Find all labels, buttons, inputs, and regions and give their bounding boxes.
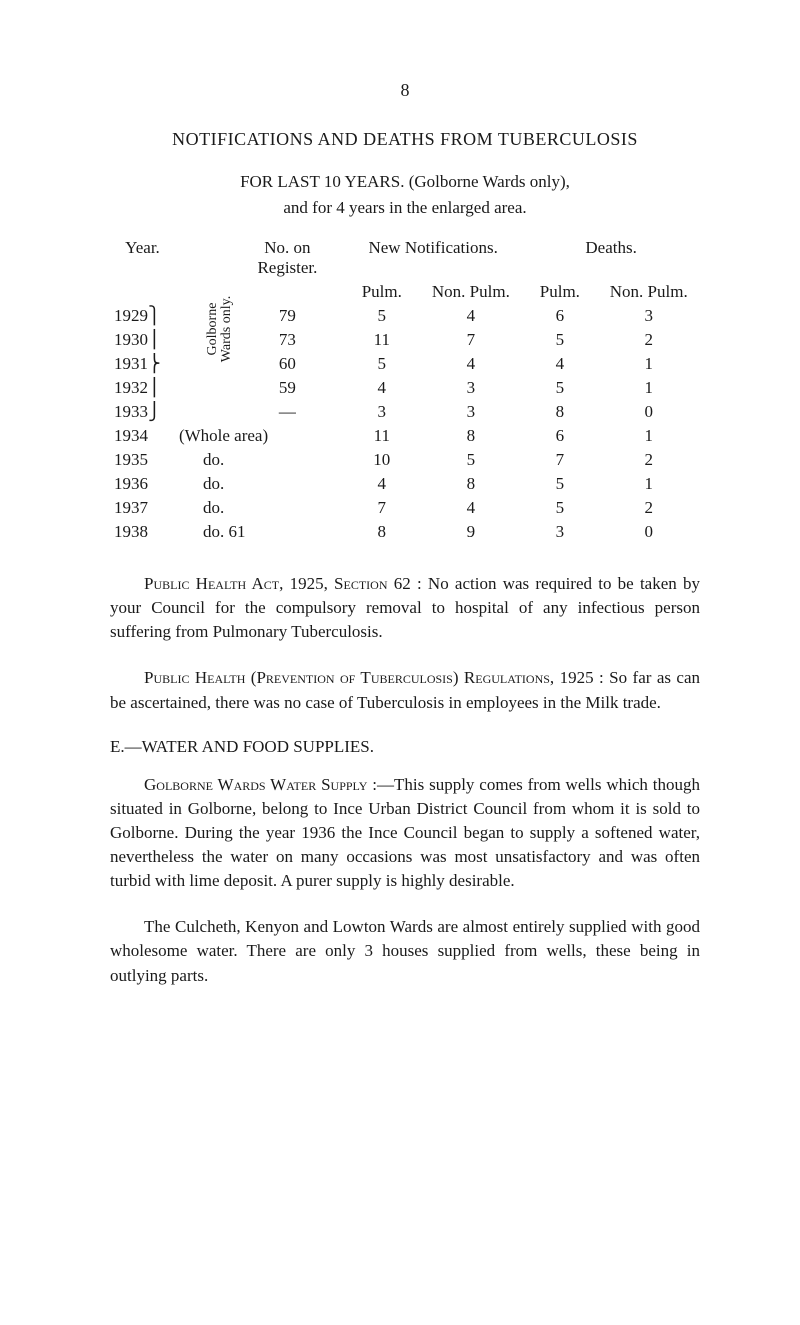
cell-reg: — [231,400,344,424]
cell-np1: 9 [419,520,522,544]
table-row: 1938 do. 61 8 9 3 0 [110,520,700,544]
cell-reg: 79 [231,304,344,328]
col-pulm-2: Pulm. [522,280,597,304]
cell-np2: 3 [597,304,700,328]
cell-year: 1936 [110,472,175,496]
side-label: GolborneWards only. [205,304,231,424]
cell-p1: 7 [344,496,419,520]
cell-p2: 4 [522,352,597,376]
cell-np2: 1 [597,352,700,376]
cell-p1: 5 [344,352,419,376]
cell-p2: 3 [522,520,597,544]
table-row: 1937 do. 7 4 5 2 [110,496,700,520]
col-register: No. on Register. [231,236,344,280]
tuberculosis-table: Year. No. on Register. New Notifications… [110,236,700,544]
cell-p2: 8 [522,400,597,424]
cell-p1: 4 [344,376,419,400]
cell-year: 1935 [110,448,175,472]
cell-reg: do. [175,472,344,496]
section-heading-e: E.—WATER AND FOOD SUPPLIES. [110,737,700,757]
cell-reg: 73 [231,328,344,352]
brace-icon [175,304,205,424]
cell-np2: 2 [597,496,700,520]
cell-reg: do. [175,448,344,472]
table-header-row-1: Year. No. on Register. New Notifications… [110,236,700,280]
cell-p2: 6 [522,424,597,448]
cell-np2: 2 [597,448,700,472]
cell-p1: 11 [344,328,419,352]
cell-year: 1934 [110,424,175,448]
para2-lead: Public Health (Prevention of Tuberculosi… [144,668,604,687]
cell-np1: 4 [419,352,522,376]
para3-lead: Golborne Wards Water Supply : [144,775,377,794]
cell-year: 1932⎪ [110,376,175,400]
cell-np1: 4 [419,304,522,328]
cell-np2: 0 [597,520,700,544]
cell-np1: 8 [419,424,522,448]
cell-p1: 4 [344,472,419,496]
col-nonpulm-1: Non. Pulm. [419,280,522,304]
cell-reg: (Whole area) [175,424,344,448]
cell-year: 1931⎬ [110,352,175,376]
para1-lead: Public Health Act, 1925, Section 62 : [144,574,422,593]
cell-p1: 8 [344,520,419,544]
table-header-row-2: Pulm. Non. Pulm. Pulm. Non. Pulm. [110,280,700,304]
cell-p2: 5 [522,472,597,496]
paragraph-public-health-act: Public Health Act, 1925, Section 62 : No… [110,572,700,644]
subtitle: FOR LAST 10 YEARS. (Golborne Wards only)… [110,172,700,192]
col-new-notifications: New Notifications. [344,236,522,280]
col-year: Year. [110,236,175,280]
cell-year: 1937 [110,496,175,520]
cell-np1: 7 [419,328,522,352]
table-row: 1935 do. 10 5 7 2 [110,448,700,472]
col-deaths: Deaths. [522,236,700,280]
subtitle-2: and for 4 years in the enlarged area. [110,198,700,218]
cell-reg: do. 61 [175,520,344,544]
cell-np2: 0 [597,400,700,424]
cell-np1: 3 [419,376,522,400]
cell-year: 1938 [110,520,175,544]
table-row: 1936 do. 4 8 5 1 [110,472,700,496]
cell-np1: 3 [419,400,522,424]
cell-p1: 5 [344,304,419,328]
cell-year: 1929⎫ [110,304,175,328]
cell-p2: 5 [522,328,597,352]
cell-np2: 1 [597,376,700,400]
paragraph-culcheth: The Culcheth, Kenyon and Lowton Wards ar… [110,915,700,987]
cell-p1: 11 [344,424,419,448]
cell-reg: 60 [231,352,344,376]
cell-p1: 10 [344,448,419,472]
col-nonpulm-2: Non. Pulm. [597,280,700,304]
cell-year: 1930⎪ [110,328,175,352]
cell-np1: 8 [419,472,522,496]
cell-np1: 4 [419,496,522,520]
cell-p2: 7 [522,448,597,472]
cell-np2: 1 [597,424,700,448]
paragraph-prevention-regulations: Public Health (Prevention of Tuberculosi… [110,666,700,714]
paragraph-golborne-water: Golborne Wards Water Supply :—This suppl… [110,773,700,894]
cell-np1: 5 [419,448,522,472]
title: NOTIFICATIONS AND DEATHS FROM TUBERCULOS… [110,129,700,150]
cell-reg: do. [175,496,344,520]
cell-reg: 59 [231,376,344,400]
table-row: 1929⎫ GolborneWards only. 79 5 4 6 3 [110,304,700,328]
table-row: 1934 (Whole area) 11 8 6 1 [110,424,700,448]
cell-p1: 3 [344,400,419,424]
cell-np2: 2 [597,328,700,352]
cell-p2: 5 [522,376,597,400]
cell-p2: 5 [522,496,597,520]
col-pulm-1: Pulm. [344,280,419,304]
page: 8 NOTIFICATIONS AND DEATHS FROM TUBERCUL… [0,0,800,1070]
cell-p2: 6 [522,304,597,328]
cell-np2: 1 [597,472,700,496]
page-number: 8 [110,80,700,101]
cell-year: 1933⎭ [110,400,175,424]
